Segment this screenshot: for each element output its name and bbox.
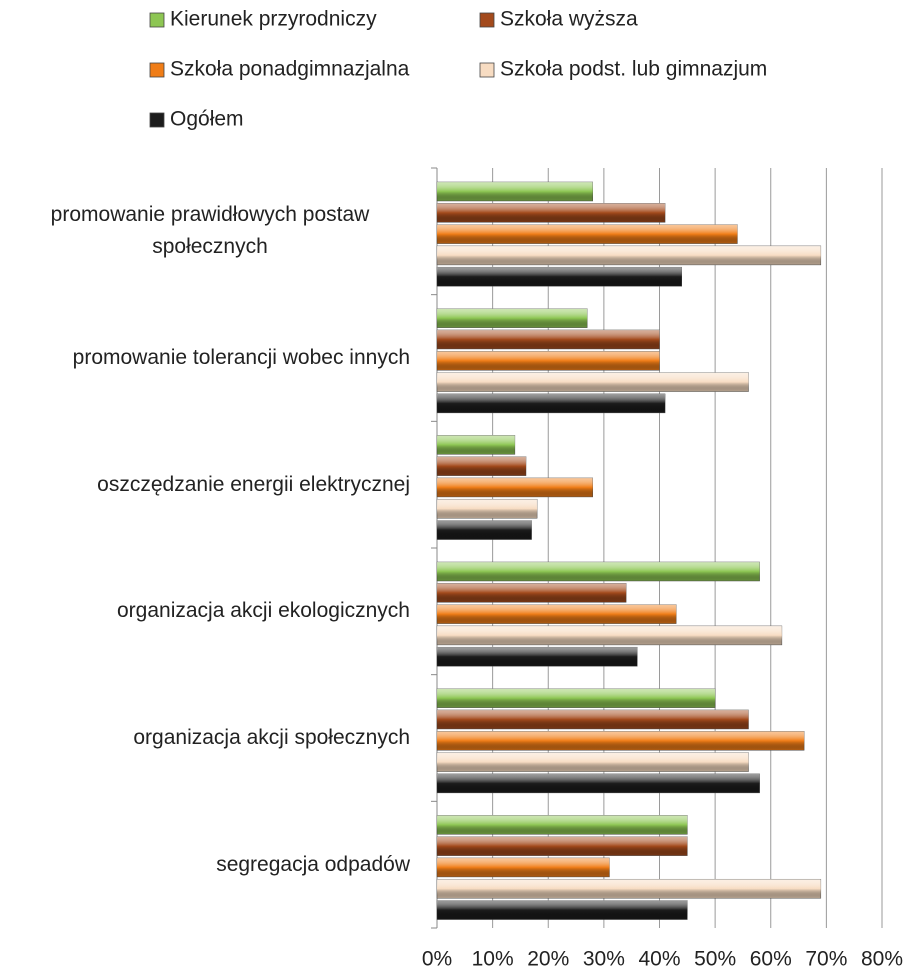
x-tick-label: 30% (583, 948, 625, 971)
legend-label: Ogółem (170, 108, 244, 131)
category-label: organizacja akcji społecznych (133, 726, 410, 749)
legend-swatch (149, 62, 165, 78)
bar-shade (437, 815, 688, 835)
category-label: segregacja odpadów (216, 852, 410, 876)
x-tick-label: 80% (861, 948, 903, 971)
category-label: organizacja akcji ekologicznych (117, 599, 410, 623)
bar-shade (437, 879, 821, 899)
legend-swatch (479, 12, 495, 28)
category-label: oszczędzanie energii elektrycznej (97, 472, 410, 496)
bar-shade (437, 752, 749, 772)
bar-shade (437, 857, 610, 877)
legend-label: Szkoła podst. lub gimnazjum (500, 58, 767, 81)
bar-shade (437, 562, 760, 581)
bar-shade (437, 520, 532, 540)
bar-shade (437, 773, 760, 793)
bar-shade (437, 836, 688, 856)
bar-shade (437, 456, 526, 476)
bar-shade (437, 583, 627, 603)
bar-shade (437, 900, 688, 920)
x-tick-label: 10% (472, 948, 514, 971)
bar-shade (437, 351, 660, 371)
bar-shade (437, 329, 660, 349)
bar-shade (437, 308, 588, 328)
bar-shade (437, 203, 666, 223)
x-tick-label: 70% (805, 948, 847, 971)
legend-label: Kierunek przyrodniczy (170, 8, 377, 31)
category-label: promowanie tolerancji wobec innych (72, 346, 410, 369)
bar-shade (437, 267, 682, 287)
legend-label: Szkoła ponadgimnazjalna (170, 58, 410, 81)
legend-swatch (149, 12, 165, 28)
bar-shade (437, 731, 805, 751)
bar-shade (437, 604, 677, 624)
bar-shade (437, 435, 515, 455)
legend-label: Szkoła wyższa (500, 8, 638, 31)
bar-shade (437, 224, 738, 244)
x-tick-label: 60% (750, 948, 792, 971)
x-tick-label: 0% (422, 948, 452, 971)
bar-shade (437, 647, 638, 667)
x-tick-label: 20% (527, 948, 569, 971)
category-label: promowanie prawidłowych postaw społeczny… (50, 203, 370, 259)
legend-swatch (149, 112, 165, 128)
bar-shade (437, 625, 782, 645)
bar-shade (437, 688, 716, 708)
bar-shade (437, 477, 593, 497)
bar-shade (437, 709, 749, 729)
bar-shade (437, 372, 749, 392)
legend-swatch (479, 62, 495, 78)
bar-shade (437, 245, 821, 265)
bar-shade (437, 182, 593, 201)
bar-shade (437, 499, 538, 519)
x-tick-label: 50% (694, 948, 736, 971)
bar-shade (437, 393, 666, 413)
x-tick-label: 40% (638, 948, 680, 971)
